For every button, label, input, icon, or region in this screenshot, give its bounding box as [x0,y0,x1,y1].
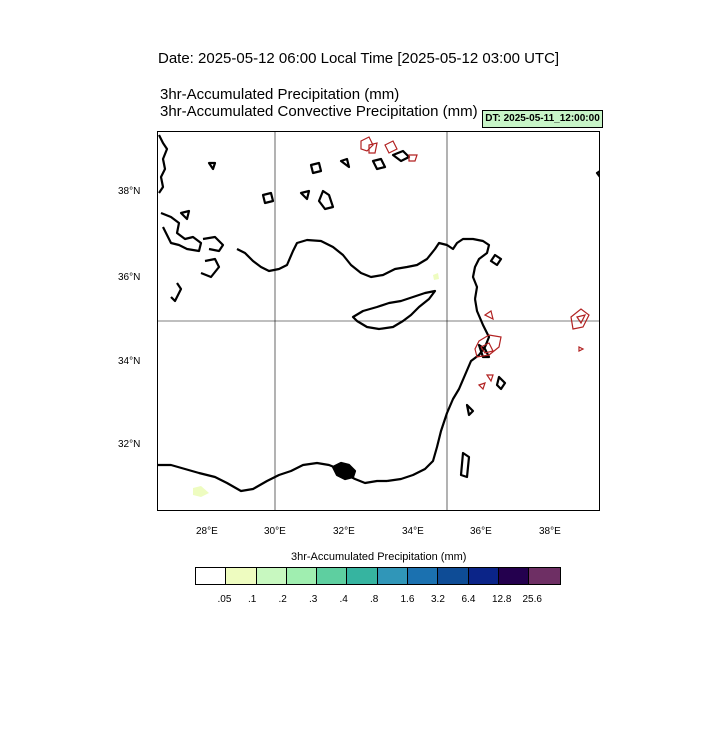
coast-aegean-coast [160,211,203,253]
dt-badge: DT: 2025-05-11_12:00:00 [482,110,603,128]
coast-turkey [236,237,491,300]
title-convective-precipitation: 3hr-Accumulated Convective Precipitation… [160,103,478,120]
colorbar-cell [347,568,378,584]
coast-aegean-west [158,134,169,194]
lon-tick-32e: 32°E [333,526,355,537]
colorbar-cell [498,568,530,584]
colorbar-label: .3 [309,594,318,605]
colorbar-label: 12.8 [492,594,512,605]
colorbar-label: .1 [248,594,257,605]
map-canvas [157,131,600,511]
convective-contours [360,136,590,391]
conv-cell-turkey-3 [384,140,398,154]
coast-inland-3 [495,375,507,391]
lon-tick-34e: 34°E [402,526,424,537]
lon-tick-30e: 30°E [264,526,286,537]
island-7 [207,161,217,171]
conv-cell-syria-3 [578,346,585,352]
conv-cell-turkey-4 [408,154,418,162]
lon-tick-28e: 28°E [196,526,218,537]
island-10 [595,169,600,179]
coast-north-africa [157,461,387,493]
lat-tick-34n: 34°N [118,356,141,367]
colorbar-cell [286,568,318,584]
coast-aegean-peninsula [202,235,225,253]
precip-patch-libya [193,486,209,497]
coast-cyprus [351,289,437,331]
conv-cell-levant-1 [483,310,494,321]
coast-inland-4 [465,403,475,417]
colorbar-label: 1.6 [400,594,415,605]
conv-cell-turkey-1 [360,136,374,152]
coast-rhodes-area [170,282,183,303]
conv-cell-levant-4 [485,374,494,383]
island-9 [391,149,411,163]
coast-lake-small-2 [477,343,491,359]
conv-cell-levant-2 [474,334,502,358]
coast-lake-small-1 [489,253,503,267]
conv-cell-levant-5 [477,382,486,391]
coast-dead-sea [459,451,471,479]
coast-aegean-south [200,257,221,279]
colorbar-label: .4 [339,594,348,605]
lon-tick-36e: 36°E [470,526,492,537]
colorbar-cell [226,568,257,584]
island-2 [299,189,311,201]
colorbar-cell [408,568,439,584]
colorbar-label: .05 [217,594,232,605]
colorbar-cell [438,568,469,584]
island-6 [179,209,191,221]
lon-tick-38e: 38°E [539,526,561,537]
date-line: Date: 2025-05-12 06:00 Local Time [2025-… [158,50,560,67]
island-5 [339,157,351,169]
colorbar-cell [317,568,348,584]
colorbar-label: 6.4 [461,594,476,605]
colorbar-label: 25.6 [522,594,542,605]
coastline [157,134,600,493]
lat-tick-32n: 32°N [118,439,141,450]
coast-nile-delta [331,461,357,481]
island-3 [317,189,335,211]
colorbar-cell [196,568,227,584]
island-8 [371,157,387,171]
colorbar-cell [468,568,499,584]
lat-tick-36n: 36°N [118,272,141,283]
title-precipitation: 3hr-Accumulated Precipitation (mm) [160,86,400,103]
coast-levant [386,298,491,483]
precip-shading [193,273,439,497]
colorbar-label: 3.2 [431,594,445,605]
colorbar-cell [377,568,409,584]
conv-cell-levant-3 [480,342,494,354]
conv-cell-syria-1 [570,308,590,330]
colorbar-cell [256,568,287,584]
island-1 [261,191,275,205]
conv-cell-turkey-2 [368,142,378,154]
colorbar-title: 3hr-Accumulated Precipitation (mm) [291,551,467,563]
colorbar-label: .8 [370,594,379,605]
conv-cell-syria-2 [576,314,587,325]
lat-tick-38n: 38°N [118,186,141,197]
colorbar-cell [529,568,560,584]
colorbar [195,567,561,585]
grid-lines [157,131,600,511]
colorbar-label: .2 [278,594,287,605]
precip-patch-cyprus-east [433,273,439,280]
island-4 [309,161,323,175]
